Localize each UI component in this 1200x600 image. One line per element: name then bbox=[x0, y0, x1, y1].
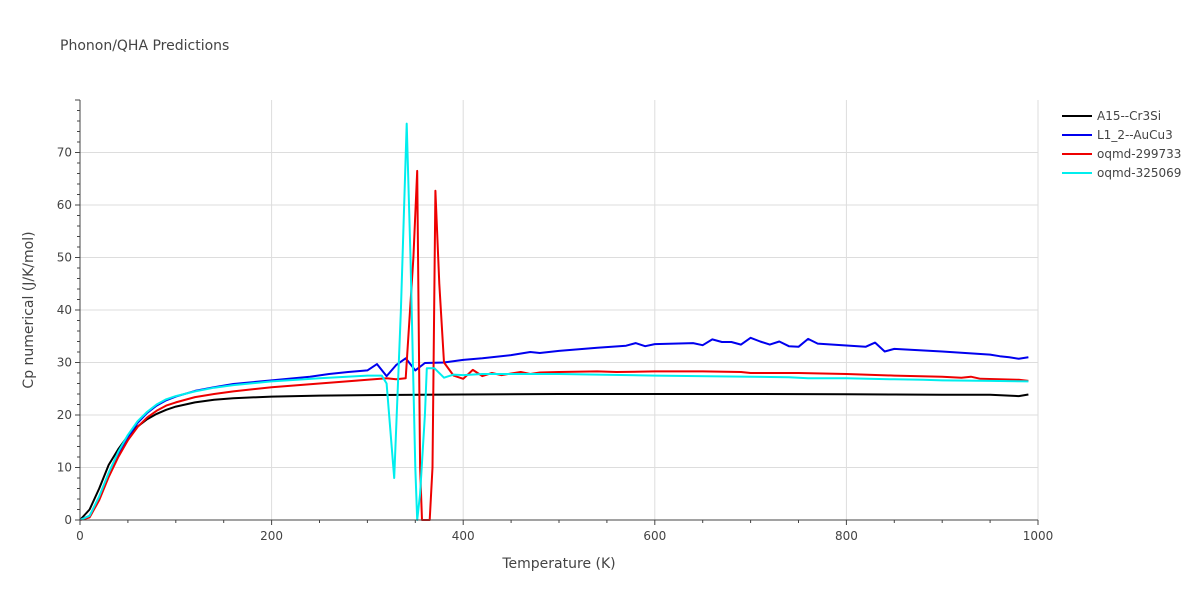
y-tick-label: 0 bbox=[64, 513, 72, 527]
legend-label[interactable]: L1_2--AuCu3 bbox=[1097, 128, 1173, 142]
x-tick-label: 1000 bbox=[1023, 529, 1054, 543]
x-axis-title: Temperature (K) bbox=[501, 556, 615, 572]
legend-label[interactable]: oqmd-325069 bbox=[1097, 166, 1181, 180]
y-tick-label: 10 bbox=[57, 461, 72, 475]
x-tick-label: 200 bbox=[260, 529, 283, 543]
y-tick-label: 40 bbox=[57, 303, 72, 317]
series-line-oqmd-325069[interactable] bbox=[79, 122, 1029, 521]
legend[interactable]: A15--Cr3Si L1_2--AuCu3 oqmd-299733 oqmd-325… bbox=[1062, 109, 1181, 180]
x-tick-label: 800 bbox=[835, 529, 858, 543]
grid bbox=[79, 100, 1039, 525]
plot-area[interactable] bbox=[79, 122, 1029, 521]
series-line-oqmd-299733[interactable] bbox=[79, 169, 1029, 521]
y-tick-label: 60 bbox=[57, 198, 72, 212]
legend-label[interactable]: A15--Cr3Si bbox=[1097, 109, 1161, 123]
y-tick-label: 50 bbox=[57, 251, 72, 265]
x-tick-label: 0 bbox=[76, 529, 84, 543]
y-axis-title: Cp numerical (J/K/mol) bbox=[21, 231, 37, 388]
y-tick-label: 30 bbox=[57, 356, 72, 370]
y-tick-label: 70 bbox=[57, 146, 72, 160]
y-tick-label: 20 bbox=[57, 408, 72, 422]
legend-label[interactable]: oqmd-299733 bbox=[1097, 147, 1181, 161]
x-tick-label: 600 bbox=[643, 529, 666, 543]
chart-title: Phonon/QHA Predictions bbox=[60, 38, 229, 54]
x-tick-label: 400 bbox=[452, 529, 475, 543]
tick-labels: 0 200 400 600 800 1000 0 10 20 30 40 50 60 70 bbox=[57, 146, 1054, 544]
